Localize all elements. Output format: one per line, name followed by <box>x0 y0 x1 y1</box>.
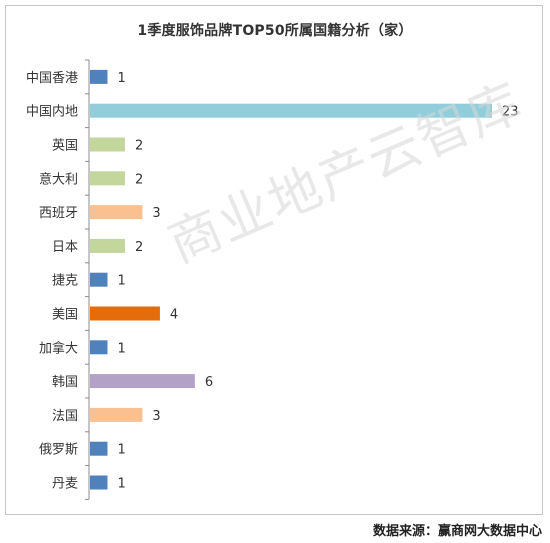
value-label: 3 <box>152 409 160 424</box>
value-label: 23 <box>502 105 519 120</box>
value-label: 2 <box>135 240 143 255</box>
category-label: 韩国 <box>52 375 78 390</box>
data-source: 数据来源：赢商网大数据中心 <box>372 524 542 539</box>
category-label: 丹麦 <box>52 477 78 492</box>
value-label: 1 <box>117 71 125 86</box>
category-label: 中国内地 <box>26 104 78 120</box>
category-label: 捷克 <box>52 274 78 289</box>
bar <box>90 306 160 321</box>
value-label: 4 <box>170 308 178 323</box>
category-label: 中国香港 <box>26 71 78 86</box>
category-label: 英国 <box>52 139 78 154</box>
category-label: 美国 <box>52 308 78 323</box>
category-label: 法国 <box>52 409 78 424</box>
value-label: 6 <box>205 375 213 390</box>
bar <box>90 137 125 152</box>
category-label: 俄罗斯 <box>39 443 78 458</box>
bar <box>90 340 108 355</box>
value-label: 1 <box>117 443 125 458</box>
bar <box>90 103 492 118</box>
category-label: 日本 <box>52 240 78 255</box>
value-label: 1 <box>117 477 125 492</box>
category-label: 意大利 <box>39 171 78 187</box>
value-label: 3 <box>152 206 160 221</box>
bar <box>90 475 108 490</box>
bar <box>90 238 125 253</box>
bar <box>90 407 143 422</box>
bar <box>90 441 108 456</box>
bar <box>90 171 125 186</box>
bar <box>90 272 108 287</box>
category-label: 加拿大 <box>39 340 78 356</box>
value-label: 1 <box>117 341 125 356</box>
value-label: 2 <box>135 172 143 187</box>
bar <box>90 374 195 389</box>
bar <box>90 69 108 84</box>
bar <box>90 205 143 220</box>
chart-frame <box>5 5 543 515</box>
value-label: 1 <box>117 274 125 289</box>
category-label: 西班牙 <box>39 206 78 221</box>
value-label: 2 <box>135 139 143 154</box>
chart-title: 1季度服饰品牌TOP50所属国籍分析（家） <box>137 23 413 39</box>
